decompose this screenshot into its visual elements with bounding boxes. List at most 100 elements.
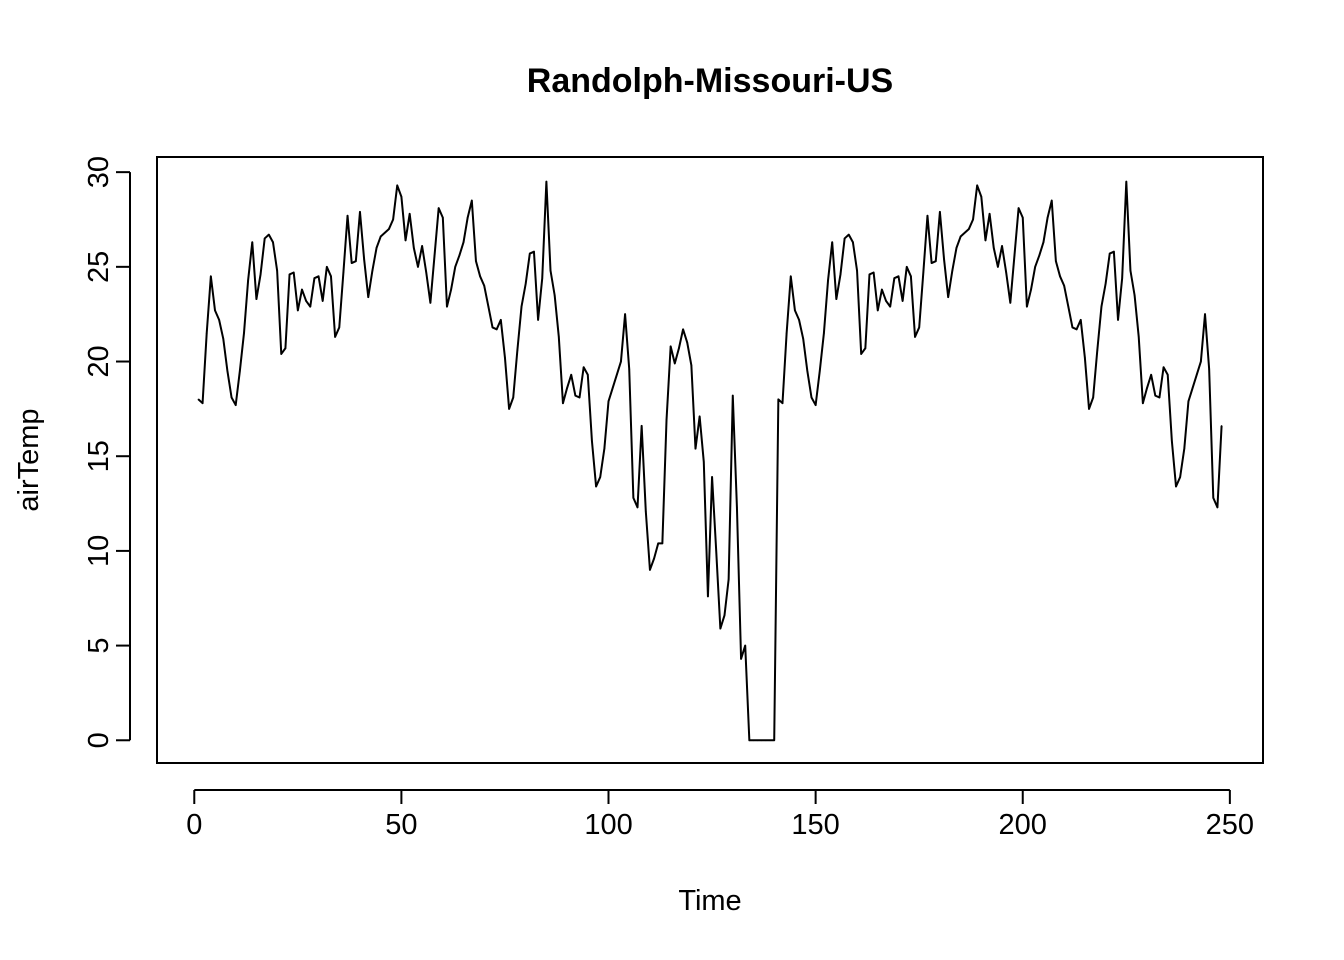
data-point [413,247,415,249]
data-point [280,353,283,355]
data-point [301,288,303,291]
x-tick-label: 0 [186,809,202,841]
data-point [669,345,672,348]
data-point [603,447,606,450]
data-point [810,396,813,399]
data-point [541,277,544,280]
data-point [392,218,394,221]
data-point [802,338,804,340]
data-point [537,319,539,321]
data-point [321,300,324,302]
data-point [760,739,763,742]
data-point [1154,394,1157,397]
data-point [951,269,954,272]
data-point [388,228,390,230]
data-point [736,506,738,509]
data-point [566,387,568,389]
data-point [524,283,527,285]
data-point [1117,319,1119,321]
data-point [711,476,713,478]
data-point [508,408,510,410]
data-point [359,211,361,213]
data-point [881,288,883,291]
data-point [707,595,709,598]
data-point [806,370,809,372]
data-point [972,218,974,221]
data-point [446,305,448,308]
data-point [1100,305,1103,308]
data-point [616,373,618,376]
data-point [512,396,515,399]
x-tick-label: 200 [999,809,1047,841]
data-point [1187,400,1190,403]
data-point [1055,260,1057,262]
data-point [591,440,593,442]
x-tick-label: 100 [584,809,632,841]
data-point [997,266,999,268]
data-point [673,362,676,365]
data-point [1071,326,1074,329]
y-axis: 0 5 10 15 20 25 30 [83,156,131,748]
y-tick-label: 25 [83,251,115,283]
data-point [653,557,655,560]
data-point [1013,254,1016,257]
data-point [1183,447,1186,450]
data-point [371,269,374,272]
data-point [1050,199,1053,202]
data-point [1166,373,1169,376]
data-point [520,305,523,308]
y-tick-label: 30 [83,156,115,188]
data-point [756,739,759,742]
data-point [914,336,916,338]
data-point [1129,269,1132,272]
data-point [288,273,291,276]
y-tick-label: 5 [83,638,115,654]
data-point [947,296,949,298]
data-point [454,266,457,268]
air-temp-series-line [197,180,1223,742]
data-point [827,279,829,281]
data-point [661,542,664,545]
data-point [823,332,825,334]
data-point [205,332,208,334]
data-point [442,216,444,219]
data-point [1009,302,1012,304]
data-point [963,231,966,234]
data-point [744,644,747,647]
data-point [1038,254,1041,257]
data-point [715,550,718,552]
data-point [992,247,995,249]
data-point [1108,252,1111,255]
data-point [1133,294,1136,297]
data-point [1158,396,1161,399]
y-tick-label: 10 [83,535,115,567]
data-point [487,305,490,308]
data-point [562,402,564,404]
data-point [785,332,788,334]
data-point [313,277,316,280]
data-point [255,298,258,300]
data-point [276,269,278,272]
data-point [910,275,912,278]
data-point [781,402,784,404]
data-point [379,235,382,238]
data-point [346,214,349,217]
data-point [1059,275,1061,278]
data-point [214,309,216,312]
data-point [1067,305,1070,308]
data-point [649,569,651,571]
data-point [901,300,904,302]
data-point [657,542,660,545]
data-point [727,578,730,581]
data-point [222,338,225,340]
data-point [1021,216,1024,219]
data-point [665,419,668,422]
data-point [272,241,274,244]
data-point [396,184,399,187]
data-point [263,237,266,240]
data-point [251,241,254,244]
data-point [1030,288,1032,291]
data-point [984,239,987,242]
data-point [814,404,817,406]
data-point [558,336,560,338]
